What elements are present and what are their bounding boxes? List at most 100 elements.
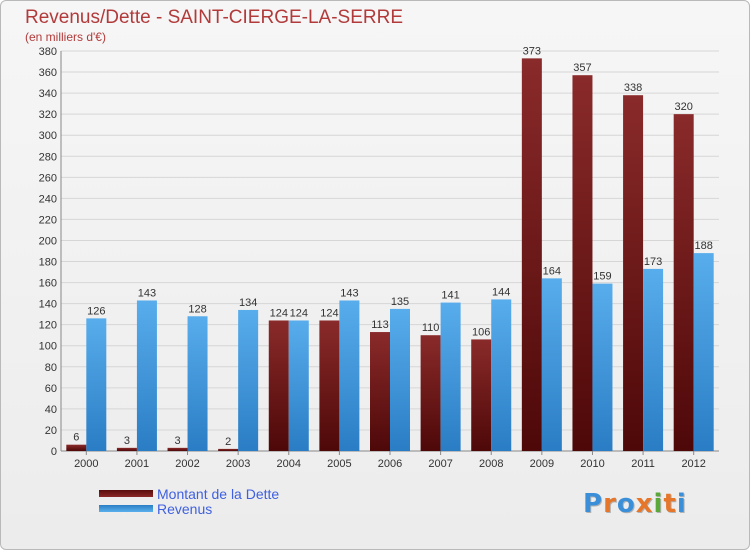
logo-letter: o (616, 489, 636, 519)
bar-dette (167, 447, 188, 451)
x-tick-label: 2000 (74, 458, 98, 470)
bar-dette (420, 335, 441, 451)
y-tick-label: 340 (39, 88, 57, 100)
y-tick-label: 280 (39, 151, 57, 163)
bar-revenus (693, 253, 714, 451)
x-tick-label: 2002 (175, 458, 199, 470)
y-tick-label: 120 (39, 320, 57, 332)
data-label-revenus: 188 (695, 240, 713, 252)
axes: 0 20 40 60 80 100 120 140 160 180 200 220 240 260 280 3… (39, 46, 719, 470)
bar-revenus (440, 302, 461, 451)
bar-revenus (390, 308, 410, 451)
y-tick-label: 140 (39, 299, 57, 311)
chart-title: Revenus/Dette - SAINT-CIERGE-LA-SERRE (25, 7, 403, 28)
bar-dette (673, 114, 694, 451)
y-tick-label: 360 (39, 67, 57, 79)
x-tick-label: 2010 (580, 458, 604, 470)
bar-dette (370, 332, 390, 451)
x-tick-label: 2001 (125, 458, 149, 470)
logo-letter: i (653, 489, 664, 519)
x-tick-label: 2003 (226, 458, 250, 470)
data-label-revenus: 173 (644, 256, 662, 268)
y-tick-label: 40 (45, 404, 57, 416)
data-label-revenus: 143 (138, 287, 156, 299)
data-label-revenus: 141 (441, 290, 459, 302)
legend-swatch-revenus (99, 505, 153, 512)
data-label-dette: 3 (124, 435, 130, 447)
bar-revenus (339, 300, 360, 451)
y-tick-label: 80 (45, 362, 57, 374)
bar-revenus (541, 278, 562, 451)
data-label-dette: 2 (225, 436, 231, 448)
x-tick-label: 2004 (277, 458, 301, 470)
data-label-dette: 124 (270, 307, 288, 319)
bar-revenus (187, 316, 208, 451)
legend-label-revenus: Revenus (157, 500, 213, 517)
data-label-dette: 106 (472, 326, 490, 338)
bar-dette (319, 320, 340, 451)
bar-revenus (238, 309, 259, 451)
bar-revenus (643, 268, 664, 451)
data-label-dette: 373 (523, 45, 541, 57)
x-tick-label: 2012 (681, 458, 705, 470)
x-tick-label: 2005 (327, 458, 351, 470)
y-tick-label: 60 (45, 383, 57, 395)
bar-dette (268, 320, 289, 451)
bar-revenus (136, 300, 157, 451)
bar-dette (623, 95, 644, 452)
data-label-revenus: 126 (87, 305, 105, 317)
y-tick-label: 20 (45, 425, 57, 437)
bar-dette (66, 444, 87, 451)
logo-letter: i (676, 489, 687, 519)
legend: Montant de la Dette Revenus (99, 485, 280, 517)
data-label-dette: 338 (624, 82, 642, 94)
data-label-revenus: 134 (239, 297, 257, 309)
y-tick-label: 200 (39, 235, 57, 247)
legend-swatch-dette (99, 490, 153, 497)
chart-subtitle: (en milliers d'€) (25, 30, 106, 44)
data-label-revenus: 135 (391, 296, 409, 308)
data-label-dette: 6 (73, 432, 79, 444)
bar-dette (521, 58, 542, 452)
proxiti-logo: Proxiti (583, 489, 687, 519)
bars (66, 58, 714, 452)
x-tick-label: 2011 (631, 458, 655, 470)
y-tick-label: 240 (39, 193, 57, 205)
data-label-revenus: 128 (188, 303, 206, 315)
data-label-revenus: 144 (492, 286, 510, 298)
bar-dette (116, 447, 137, 451)
y-tick-label: 300 (39, 130, 57, 142)
y-tick-label: 260 (39, 172, 57, 184)
bar-revenus (491, 299, 512, 451)
data-label-revenus: 164 (543, 265, 561, 277)
y-tick-label: 100 (39, 341, 57, 353)
y-tick-label: 220 (39, 214, 57, 226)
data-label-dette: 357 (573, 62, 591, 74)
legend-label-dette: Montant de la Dette (157, 485, 280, 502)
data-label-dette: 320 (675, 101, 693, 113)
data-label-dette: 3 (174, 435, 180, 447)
x-tick-label: 2006 (378, 458, 402, 470)
data-label-revenus: 159 (593, 271, 611, 283)
data-label-revenus: 124 (290, 307, 308, 319)
x-tick-label: 2008 (479, 458, 503, 470)
logo-letter: t (663, 489, 677, 519)
bar-revenus (288, 320, 309, 451)
legend-item-dette: Montant de la Dette (99, 485, 280, 502)
logo-letter: r (603, 489, 617, 519)
data-label-dette: 124 (320, 307, 338, 319)
y-tick-label: 180 (39, 257, 57, 269)
x-tick-label: 2009 (530, 458, 554, 470)
y-tick-label: 0 (51, 446, 57, 458)
bar-dette (572, 75, 593, 452)
bar-dette (471, 339, 492, 451)
y-tick-label: 160 (39, 278, 57, 290)
x-tick-label: 2007 (428, 458, 452, 470)
bar-revenus (592, 283, 613, 451)
logo-letter: P (583, 489, 604, 519)
data-label-dette: 110 (422, 322, 440, 334)
y-tick-label: 320 (39, 109, 57, 121)
